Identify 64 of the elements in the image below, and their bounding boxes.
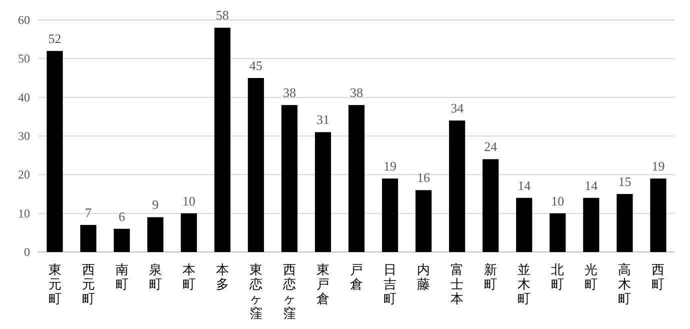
y-tick-label: 20 [18, 168, 30, 182]
bar [416, 190, 432, 252]
data-label: 16 [417, 170, 431, 186]
data-label: 10 [182, 193, 196, 208]
bar [516, 198, 532, 252]
data-label: 24 [484, 139, 498, 154]
bar [314, 132, 332, 252]
x-tick-label: 戸倉 [350, 262, 363, 292]
bar [449, 120, 466, 252]
y-tick-label: 60 [18, 13, 30, 27]
data-label: 19 [384, 158, 397, 174]
x-tick-label: 並木町 [518, 262, 531, 306]
x-tick-label: 北町 [551, 262, 564, 292]
x-tick-label: 本町 [182, 262, 196, 292]
bar [214, 28, 230, 252]
data-label: 6 [118, 208, 126, 224]
data-label: 10 [551, 193, 564, 208]
y-tick-label: 50 [18, 52, 30, 66]
y-tick-label: 40 [18, 90, 30, 104]
x-tick-label: 本多 [216, 262, 229, 292]
bar [650, 178, 666, 252]
data-label: 38 [282, 85, 296, 100]
data-label: 52 [48, 30, 62, 46]
data-label: 7 [85, 204, 92, 220]
bar [114, 228, 130, 252]
bar [382, 178, 398, 252]
data-label: 9 [152, 197, 159, 212]
x-tick-label: 南町 [115, 262, 128, 292]
x-tick-label: 東戸倉 [316, 262, 330, 306]
x-tick-label: 高木町 [618, 262, 632, 306]
bar [348, 105, 365, 252]
x-tick-label: 西町 [652, 262, 665, 292]
x-tick-label: 東元町 [48, 262, 62, 306]
x-tick-label: 日吉町 [384, 262, 397, 306]
data-label: 45 [249, 58, 262, 73]
x-tick-label: 西元町 [82, 262, 95, 306]
bar [180, 213, 197, 252]
bar [616, 194, 633, 252]
x-tick-label: 新町 [484, 262, 498, 292]
bar [80, 224, 96, 252]
bar [482, 159, 499, 252]
data-label: 14 [518, 178, 532, 193]
x-tick-label: 西恋ヶ窪 [282, 262, 296, 320]
data-label: 31 [316, 112, 330, 128]
bar [147, 217, 164, 252]
x-tick-label: 東恋ヶ窪 [248, 262, 262, 320]
bar [46, 50, 63, 252]
x-tick-label: 泉町 [148, 262, 162, 292]
data-label: 15 [618, 174, 632, 189]
bar [583, 198, 600, 252]
data-label: 14 [584, 178, 598, 193]
data-label: 34 [450, 100, 464, 116]
y-tick-label: 10 [18, 206, 30, 220]
bar [248, 78, 264, 252]
data-label: 58 [216, 8, 229, 23]
x-tick-label: 光町 [584, 262, 598, 292]
y-tick-label: 0 [24, 245, 30, 259]
x-tick-label: 内藤 [417, 262, 430, 292]
data-label: 19 [652, 158, 665, 174]
bar [550, 213, 566, 252]
y-tick-label: 30 [18, 129, 30, 143]
bar [281, 105, 298, 252]
data-label: 38 [350, 85, 363, 100]
x-tick-label: 富士本 [450, 262, 464, 306]
